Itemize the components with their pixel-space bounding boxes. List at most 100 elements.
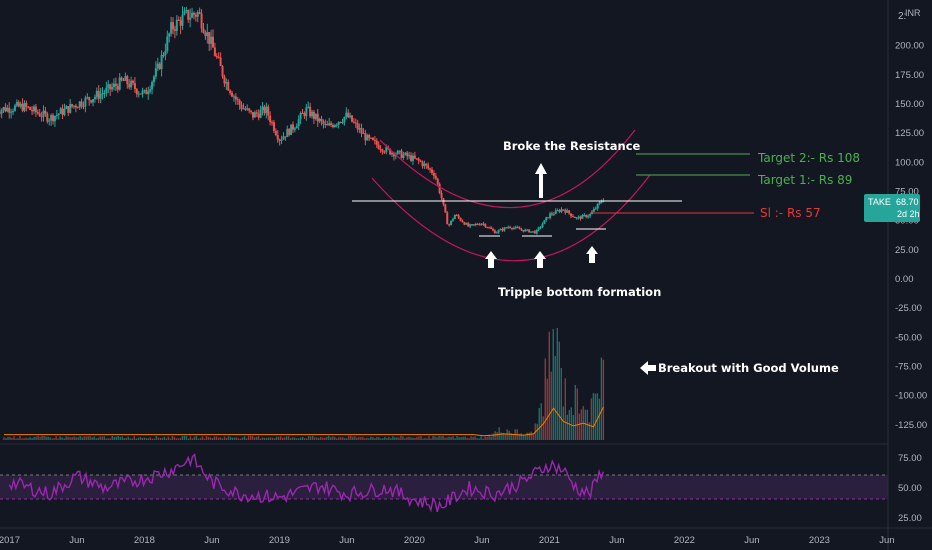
volume-bar [273, 438, 276, 440]
volume-bar [207, 436, 210, 440]
candle-body [212, 36, 215, 48]
candle-body [377, 144, 380, 149]
volume-bar [251, 435, 254, 440]
candle-body [168, 33, 171, 37]
volume-bar [49, 437, 51, 440]
candle-body [200, 13, 203, 29]
candle-body [246, 108, 249, 110]
volume-bar [356, 437, 358, 440]
volume-bar [462, 436, 464, 440]
volume-bar [129, 438, 131, 440]
candle-body [526, 229, 529, 231]
volume-bar [554, 356, 556, 440]
volume-bar [530, 431, 532, 440]
volume-bar [245, 438, 248, 440]
candle-body [472, 224, 475, 226]
candle-body [455, 214, 458, 216]
candle-body [213, 47, 216, 57]
volume-bar [558, 341, 560, 440]
volume-bar [151, 438, 154, 440]
time-tick-label: 2020 [404, 535, 425, 546]
candle-body [206, 32, 209, 37]
candle-body [539, 227, 542, 229]
volume-bar [380, 438, 382, 440]
resistance-annotation: Broke the Resistance [503, 139, 641, 153]
volume-bar [37, 435, 39, 440]
volume-bar [352, 436, 354, 440]
candle-body [364, 132, 367, 141]
candle-body [309, 106, 312, 117]
volume-bar [125, 437, 127, 440]
candle-body [550, 213, 553, 215]
candle-body [267, 106, 270, 116]
candle-body [288, 128, 291, 135]
volume-bar [436, 437, 438, 440]
candle-body [438, 183, 441, 193]
candle-body [499, 228, 502, 231]
time-axis[interactable]: 2017 Jun 2018 Jun 2019 Jun 2020 Jun 2021 Jun 2022 J… [0, 535, 895, 546]
candle-body [510, 227, 513, 229]
volume-bar [592, 393, 595, 440]
volume-bar [518, 433, 520, 440]
candle-body [133, 83, 136, 90]
volume-bar [342, 437, 344, 440]
candle-body [573, 216, 576, 219]
volume-bar [346, 438, 348, 440]
volume-bar [301, 437, 304, 440]
candle-body [411, 155, 414, 161]
candle-body [345, 112, 348, 118]
candle-body [276, 134, 279, 140]
volume-bar [492, 433, 494, 440]
volume-bar [59, 436, 61, 440]
volume-bar [123, 438, 125, 440]
volume-bar [211, 438, 214, 440]
candle-body [592, 209, 595, 212]
volume-bar [247, 435, 250, 440]
volume-bar [205, 436, 208, 440]
volume-bar [299, 437, 302, 440]
volume-bar [135, 438, 138, 440]
volume-bar [7, 436, 9, 440]
candle-body [139, 93, 142, 95]
volume-ma-line [4, 406, 604, 437]
candle-body [385, 146, 388, 152]
candle-body [400, 150, 403, 158]
volume-bar [65, 436, 67, 440]
breakout-annotation: Breakout with Good Volume [658, 361, 839, 375]
volume-bar [271, 437, 274, 440]
up-arrow-icon [485, 251, 497, 268]
candle-body [179, 20, 182, 26]
volume-bar [510, 433, 512, 440]
volume-bar [133, 436, 136, 440]
candle-body [381, 149, 384, 152]
volume-bar [598, 398, 601, 440]
candle-body [392, 152, 395, 157]
volume-bar [141, 437, 144, 440]
candle-body [103, 92, 106, 94]
candle-body [509, 227, 512, 229]
volume-bar [526, 432, 528, 440]
volume-bar [25, 437, 27, 440]
volume-bar [181, 435, 184, 440]
volume-bar [480, 436, 482, 440]
candle-body [322, 121, 325, 125]
volume-bar [562, 406, 565, 440]
candle-body [307, 106, 310, 108]
candle-body [92, 99, 95, 103]
rsi-axis[interactable]: 75.00 50.00 25.00 [898, 453, 922, 524]
candle-body [448, 224, 451, 226]
volume-bar [175, 438, 178, 440]
candle-body [497, 230, 500, 233]
volume-bar [115, 436, 117, 440]
candle-body [564, 209, 567, 213]
candle-body [76, 107, 79, 109]
volume-bar [147, 438, 150, 440]
candle-body [208, 32, 211, 44]
volume-bar [77, 437, 79, 440]
candle-body [59, 108, 62, 114]
candle-body [71, 104, 74, 107]
candle-body [126, 76, 129, 85]
candle-body [236, 99, 239, 101]
candle-body [507, 227, 510, 229]
